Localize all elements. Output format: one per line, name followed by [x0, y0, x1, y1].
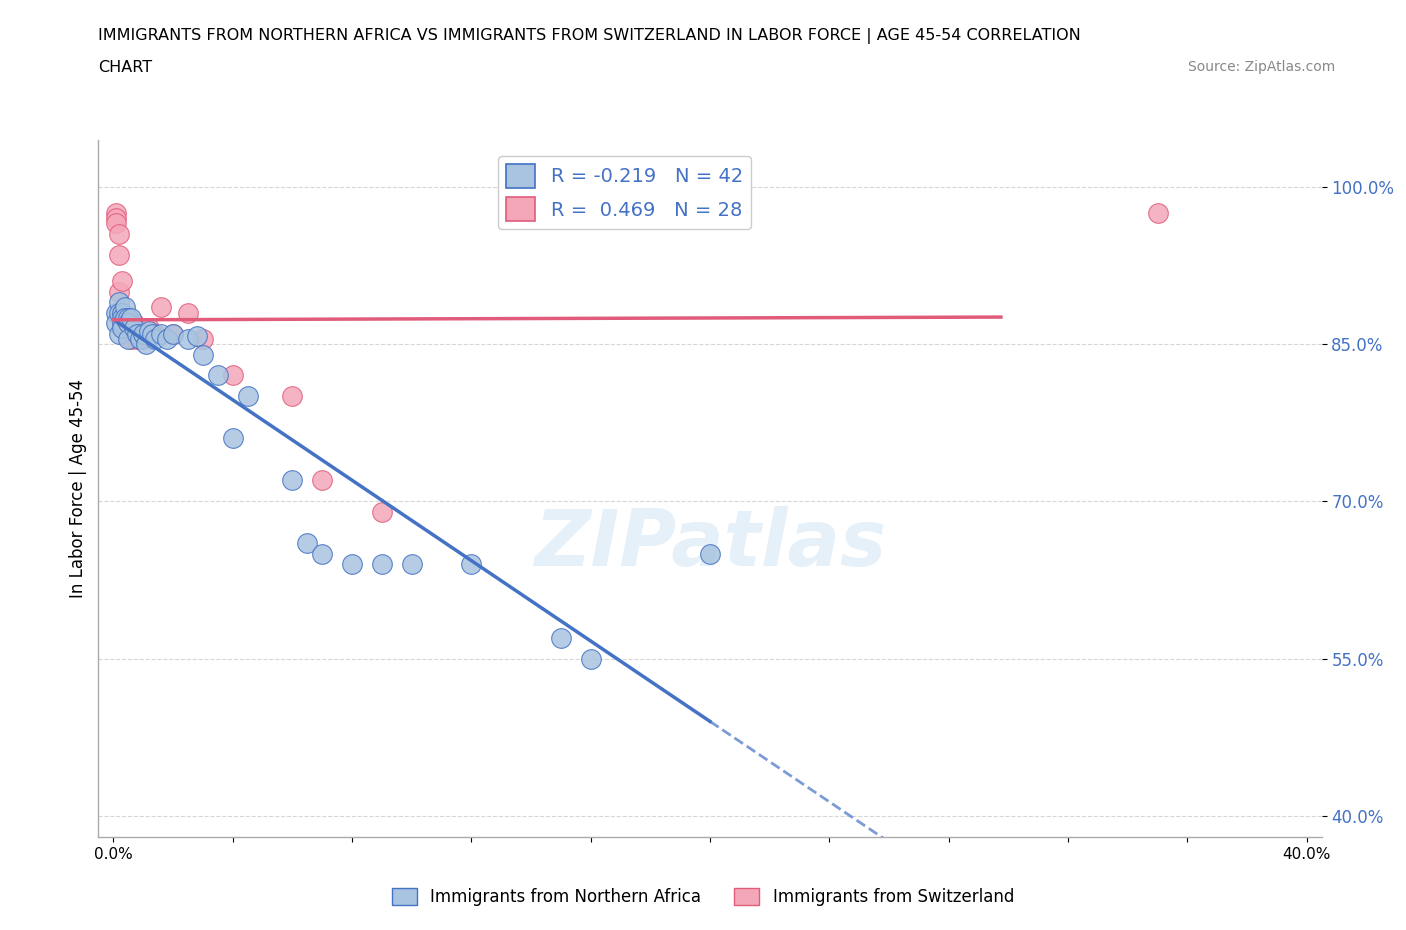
Point [141, 326, 163, 341]
Point [281, 389, 304, 404]
Point [111, 273, 134, 288]
Point [127, 331, 149, 346]
Point [108, 305, 131, 320]
Point [105, 216, 128, 231]
Text: IMMIGRANTS FROM NORTHERN AFRICA VS IMMIGRANTS FROM SWITZERLAND IN LABOR FORCE | : IMMIGRANTS FROM NORTHERN AFRICA VS IMMIG… [98, 28, 1081, 44]
Point [117, 315, 139, 330]
Point [108, 247, 131, 262]
Point [105, 211, 128, 226]
Point [150, 299, 173, 314]
Point [297, 536, 319, 551]
Point [371, 557, 394, 572]
Point [401, 557, 423, 572]
Point [111, 321, 134, 336]
Point [114, 299, 136, 314]
Point [191, 331, 214, 346]
Text: Source: ZipAtlas.com: Source: ZipAtlas.com [1188, 60, 1336, 74]
Legend: Immigrants from Northern Africa, Immigrants from Switzerland: Immigrants from Northern Africa, Immigra… [385, 881, 1021, 912]
Point [143, 326, 166, 341]
Point [156, 331, 179, 346]
Point [120, 331, 142, 346]
Point [311, 546, 333, 561]
Point [127, 326, 149, 341]
Text: ZIPatlas: ZIPatlas [534, 506, 886, 582]
Point [105, 315, 128, 330]
Y-axis label: In Labor Force | Age 45-54: In Labor Force | Age 45-54 [69, 379, 87, 598]
Point [162, 326, 184, 341]
Point [138, 321, 160, 336]
Point [162, 326, 184, 341]
Point [236, 389, 259, 404]
Point [371, 504, 394, 519]
Point [550, 631, 572, 645]
Point [177, 305, 200, 320]
Point [122, 315, 145, 330]
Point [281, 473, 304, 488]
Point [579, 651, 602, 666]
Point [111, 321, 134, 336]
Point [129, 331, 152, 346]
Point [132, 331, 155, 346]
Point [1146, 206, 1168, 220]
Point [340, 557, 363, 572]
Point [105, 305, 128, 320]
Point [108, 295, 131, 310]
Point [135, 337, 157, 352]
Point [114, 311, 136, 325]
Point [311, 473, 333, 488]
Point [111, 311, 134, 325]
Point [186, 328, 208, 343]
Point [114, 311, 136, 325]
Point [129, 331, 152, 346]
Point [120, 311, 142, 325]
Point [117, 321, 139, 336]
Point [122, 321, 145, 336]
Point [132, 326, 155, 341]
Point [150, 326, 173, 341]
Point [207, 368, 229, 383]
Point [108, 285, 131, 299]
Point [117, 328, 139, 343]
Text: CHART: CHART [98, 60, 152, 75]
Point [191, 347, 214, 362]
Point [143, 331, 166, 346]
Point [117, 331, 139, 346]
Point [111, 305, 134, 320]
Point [221, 431, 243, 445]
Point [177, 331, 200, 346]
Legend: R = -0.219   N = 42, R =  0.469   N = 28: R = -0.219 N = 42, R = 0.469 N = 28 [498, 156, 751, 229]
Point [117, 311, 139, 325]
Point [111, 305, 134, 320]
Point [699, 546, 721, 561]
Point [460, 557, 482, 572]
Point [138, 324, 160, 339]
Point [108, 326, 131, 341]
Point [111, 315, 134, 330]
Point [221, 368, 243, 383]
Point [108, 227, 131, 242]
Point [105, 206, 128, 220]
